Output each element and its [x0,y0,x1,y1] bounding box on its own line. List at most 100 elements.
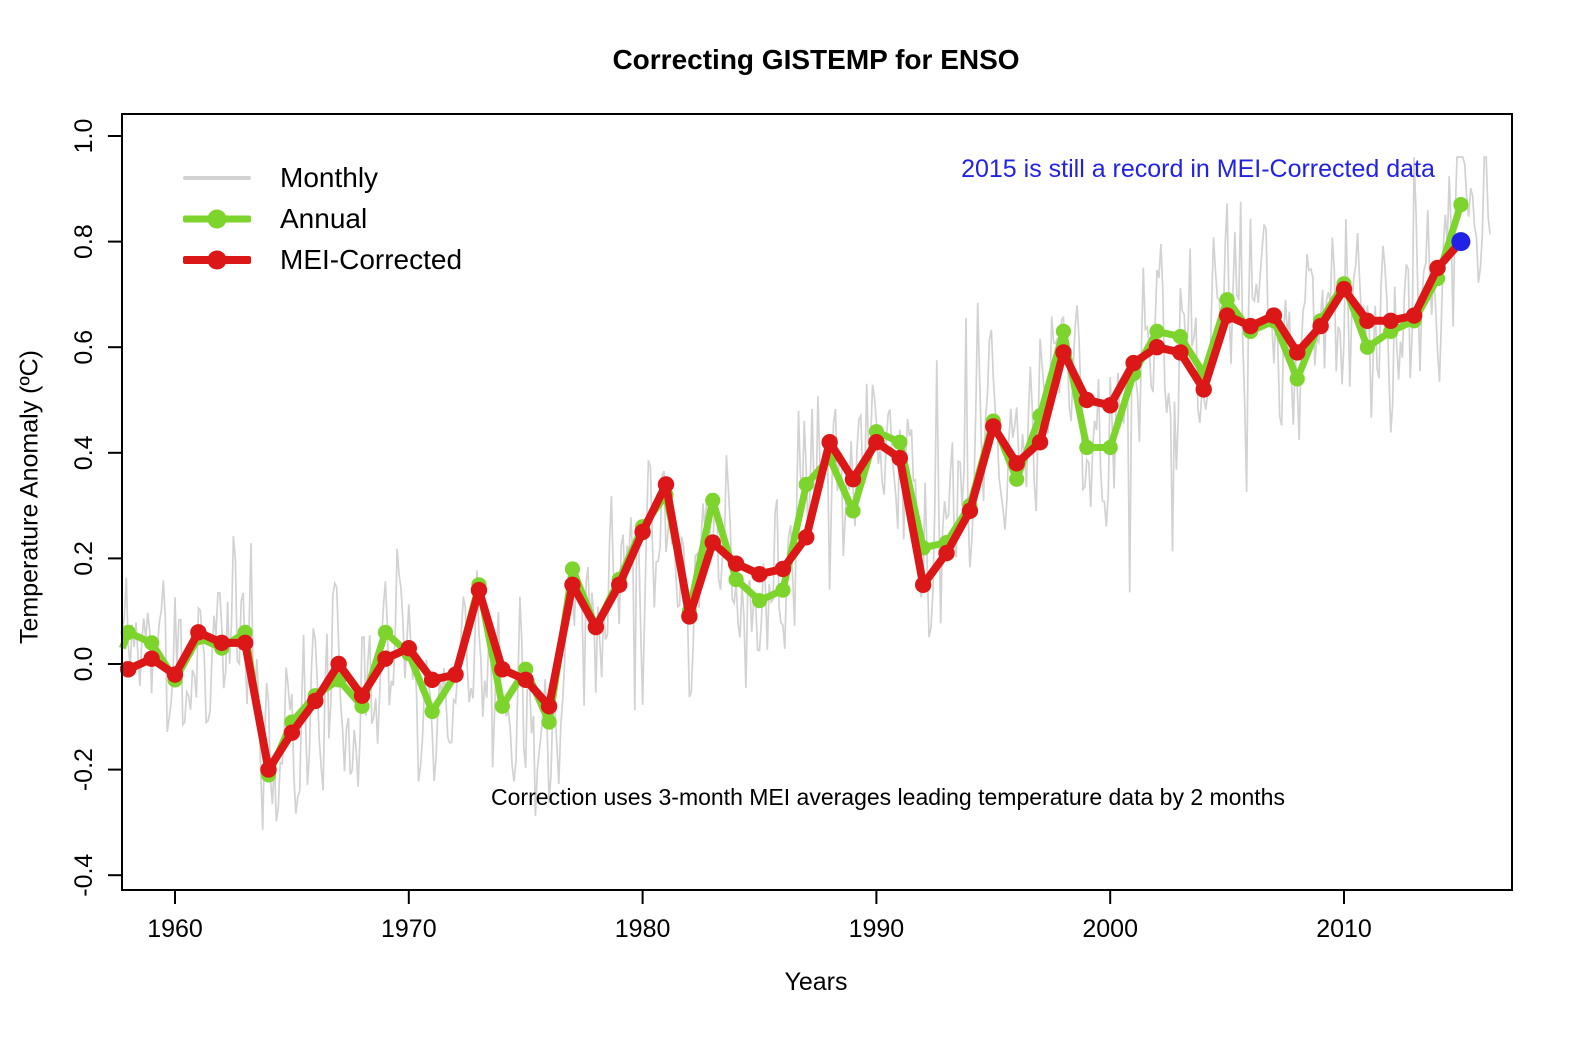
mei-point [353,687,371,704]
legend-label-monthly: Monthly [280,161,379,193]
y-tick-label: 0.4 [70,435,98,470]
legend-swatch-mei-line [183,249,251,271]
y-tick-label: 0.8 [70,224,98,259]
x-tick-label: 2000 [1082,915,1138,943]
mei-point [891,449,908,467]
mei-point [236,634,254,652]
mei-point [1312,317,1329,335]
mei-point [540,698,558,715]
mei-point [1008,455,1025,472]
legend-label-annual: Annual [280,202,368,234]
mei-point [751,566,768,583]
legend-item-monthly: Monthly [183,157,462,198]
mei-point [307,692,324,710]
mei-point [1078,391,1096,409]
y-tick-label: 0.6 [70,330,98,365]
plot-border [121,113,1513,891]
annual-point [1055,323,1072,339]
mei-line [119,238,1464,774]
mei-point [447,666,464,683]
annual-point [564,561,581,577]
mei-point [1195,381,1212,398]
mei-point [260,761,277,778]
mei-point [704,534,721,551]
y-tick-label: 0.0 [70,647,98,682]
annual-point [1079,439,1095,456]
legend-swatch-annual-line [183,208,251,230]
mei-point [985,418,1002,435]
mei-point [774,560,792,578]
mei-point [330,655,347,673]
y-tick-label: 0.2 [70,541,98,576]
annual-point [1359,339,1375,355]
legend-item-mei-corrected: MEI-Corrected [183,239,462,280]
mei-point [120,661,137,678]
mei-point [1405,307,1423,324]
x-tick-label: 1990 [849,915,905,943]
mei-point [564,576,581,593]
mei-point [798,529,815,546]
mei-point [1125,354,1142,372]
mei-point [1335,280,1353,298]
mei-point [1055,344,1072,361]
mei-point [494,661,511,678]
mei-point [587,618,605,636]
annual-point [1219,292,1235,308]
mei-point [1382,312,1399,329]
mei-point [611,576,628,593]
legend-label-mei-corrected: MEI-Corrected [280,243,463,275]
annual-point [775,582,791,598]
annual-point [120,624,136,640]
annual-point [1453,197,1469,213]
mei-point [1265,307,1283,324]
mei-point [1359,312,1376,329]
mei-point [1172,344,1189,361]
mei-point [844,471,862,488]
annual-point [1009,471,1025,487]
mei-point [143,650,160,667]
mei-point [1102,397,1119,414]
mei-point [1031,434,1049,451]
mei-point [400,639,417,657]
mei-point [681,608,698,625]
y-tick-label: -0.4 [70,854,98,897]
annual-point [424,703,440,720]
mei-point [423,671,441,689]
annual-point [541,714,557,730]
mei-point [1242,317,1259,335]
annual-point [1172,329,1188,345]
x-tick-label: 1970 [381,915,437,943]
annual-point [1149,323,1165,339]
mei-point [166,666,184,683]
mei-point [470,581,488,599]
monthly-line [121,156,1491,830]
legend: Monthly Annual MEI-Corrected [183,157,462,280]
mei-point [1218,307,1236,324]
x-axis-title: Years [784,968,848,996]
mei-point [657,476,675,493]
annual-point [798,476,814,493]
record-point-2015 [1451,232,1471,252]
annual-point [377,624,394,640]
x-tick-label: 1980 [615,915,671,943]
record-annotation: 2015 is still a record in MEI-Corrected … [961,155,1435,183]
y-axis-title: Temperature Anomaly (ºC) [15,350,44,644]
x-tick-label: 1960 [147,915,203,943]
annual-point [144,635,160,651]
mei-point [213,634,230,652]
mei-point [821,434,838,451]
annual-point [494,698,510,714]
mei-point [1289,344,1306,361]
legend-item-annual: Annual [183,198,462,239]
mei-point [517,671,534,689]
mei-point [634,523,651,541]
mei-point [727,555,745,572]
y-tick-label: 1.0 [70,119,98,154]
annual-point [892,434,908,450]
mei-point [377,650,394,667]
x-tick-label: 2010 [1316,915,1372,943]
mei-point [938,544,955,562]
mei-point [914,576,932,593]
